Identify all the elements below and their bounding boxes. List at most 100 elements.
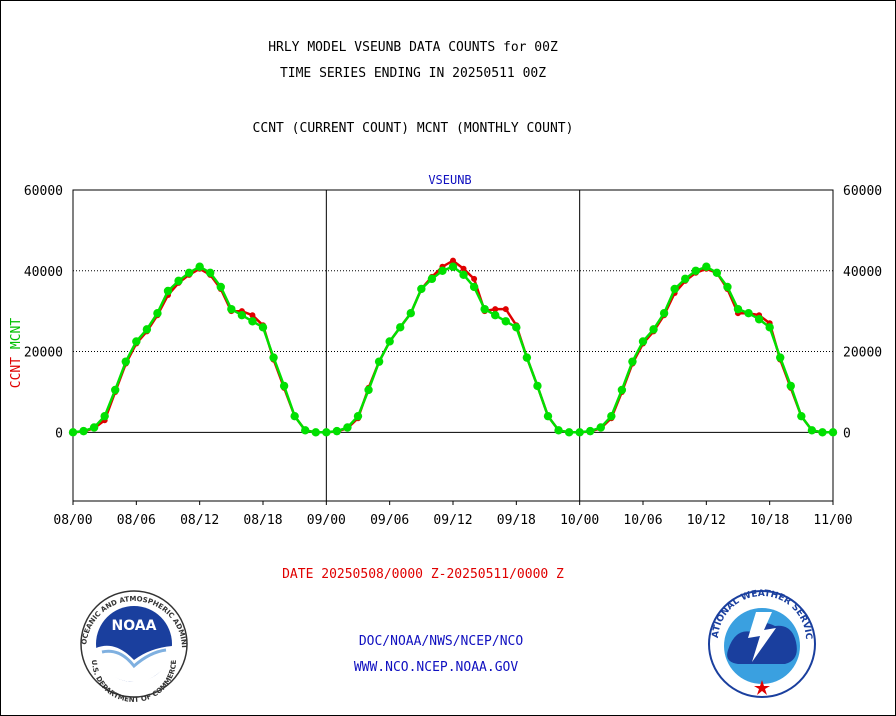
mcnt-point [533, 381, 542, 391]
mcnt-series-line [72, 265, 833, 434]
mcnt-point [184, 268, 194, 277]
mcnt-point [491, 311, 500, 320]
mcnt-point [670, 284, 679, 294]
mcnt-point [649, 325, 658, 334]
ccnt-point [249, 312, 256, 319]
x-tick-label: 09/00 [307, 513, 346, 528]
mcnt-point [121, 357, 130, 366]
mcnt-point [290, 411, 299, 421]
x-tick-label: 10/12 [687, 513, 726, 528]
y-axis-label-mcnt: MCNT [9, 318, 24, 349]
mcnt-point [607, 411, 616, 421]
x-tick-label: 09/12 [433, 513, 472, 528]
mcnt-point [279, 381, 289, 391]
mcnt-point [776, 353, 785, 362]
mcnt-point [163, 286, 173, 296]
date-range-label: DATE 20250508/0000 Z-20250511/0000 Z [282, 567, 564, 582]
mcnt-point [332, 426, 342, 436]
mcnt-point [206, 268, 215, 277]
y-axis-label: CCNT MCNT [9, 318, 24, 389]
y-tick-label-left: 0 [55, 426, 63, 441]
y-tick-label-right: 60000 [843, 184, 882, 199]
mcnt-point [227, 304, 236, 314]
mcnt-point [575, 428, 584, 437]
mcnt-point [691, 266, 700, 275]
x-tick-label: 11/00 [813, 513, 852, 528]
y-axis-label-ccnt: CCNT [9, 357, 24, 388]
noaa-ring-text-top: NATIONAL OCEANIC AND ATMOSPHERIC ADMINIS… [0, 0, 188, 648]
chart-title-line-2: TIME SERIES ENDING IN 20250511 00Z [280, 66, 546, 81]
mcnt-point [195, 262, 204, 271]
plot-title: VSEUNB [428, 173, 471, 187]
mcnt-point [628, 357, 637, 366]
y-tick-label-right: 40000 [843, 265, 882, 280]
y-tick-label-left: 40000 [24, 265, 63, 280]
mcnt-point [617, 385, 627, 395]
mcnt-point [512, 323, 521, 332]
x-tick-label: 09/06 [370, 513, 409, 528]
mcnt-point [322, 428, 331, 437]
mcnt-point [754, 315, 764, 324]
website-link[interactable]: WWW.NCO.NCEP.NOAA.GOV [354, 660, 519, 675]
y-tick-label-right: 20000 [843, 346, 882, 361]
x-tick-label: 10/18 [750, 513, 789, 528]
mcnt-point [543, 411, 553, 421]
mcnt-point [448, 262, 458, 271]
ccnt-point [450, 257, 456, 264]
mcnt-point [89, 423, 99, 432]
x-tick-label: 08/06 [117, 513, 156, 528]
mcnt-point [79, 426, 88, 436]
mcnt-point [258, 323, 268, 332]
mcnt-point [385, 337, 394, 346]
mcnt-point [522, 353, 532, 362]
mcnt-point [311, 428, 320, 437]
mcnt-point [248, 317, 257, 326]
y-tick-label-right: 0 [843, 426, 851, 441]
x-tick-label: 08/12 [180, 513, 219, 528]
mcnt-point [111, 385, 120, 395]
mcnt-point [797, 411, 806, 421]
ccnt-point [471, 275, 478, 282]
x-tick-label: 10/00 [560, 513, 599, 528]
mcnt-point [765, 323, 774, 332]
mcnt-point [501, 317, 510, 326]
ccnt-point [502, 306, 509, 313]
series-layer [68, 257, 838, 437]
mcnt-point [100, 411, 109, 421]
mcnt-point [469, 282, 479, 292]
chart-title-line-1: HRLY MODEL VSEUNB DATA COUNTS for 00Z [268, 40, 558, 55]
mcnt-point [807, 426, 817, 435]
mcnt-point [269, 353, 278, 362]
org-label: DOC/NOAA/NWS/NCEP/NCO [359, 634, 524, 649]
y-tick-label-left: 20000 [24, 346, 63, 361]
mcnt-point [438, 266, 447, 275]
mcnt-point [343, 423, 352, 432]
mcnt-point [702, 262, 711, 271]
mcnt-point [733, 304, 743, 314]
mcnt-point [723, 282, 732, 292]
mcnt-point [744, 308, 753, 318]
mcnt-point [659, 308, 669, 318]
mcnt-point [681, 274, 690, 284]
mcnt-point [638, 337, 648, 346]
mcnt-point [68, 428, 78, 437]
ccnt-series-line [72, 259, 833, 434]
mcnt-point [406, 308, 415, 318]
mcnt-point [237, 311, 247, 320]
x-tick-label: 08/18 [243, 513, 282, 528]
mcnt-point [216, 282, 225, 292]
mcnt-point [480, 304, 489, 314]
x-tick-label: 10/06 [623, 513, 662, 528]
plot-border [72, 189, 834, 502]
mcnt-point [301, 426, 310, 435]
mcnt-point [132, 337, 141, 346]
grid-layer [73, 190, 833, 501]
mcnt-point [596, 423, 605, 432]
mcnt-point [353, 411, 363, 421]
mcnt-point [828, 428, 838, 437]
ticks-layer: 0 0 20000 20000 40000 40000 60000 60000 08/00 08/… [24, 184, 882, 528]
mcnt-point [818, 428, 827, 437]
axes-layer [72, 189, 834, 502]
mcnt-point [396, 323, 405, 332]
